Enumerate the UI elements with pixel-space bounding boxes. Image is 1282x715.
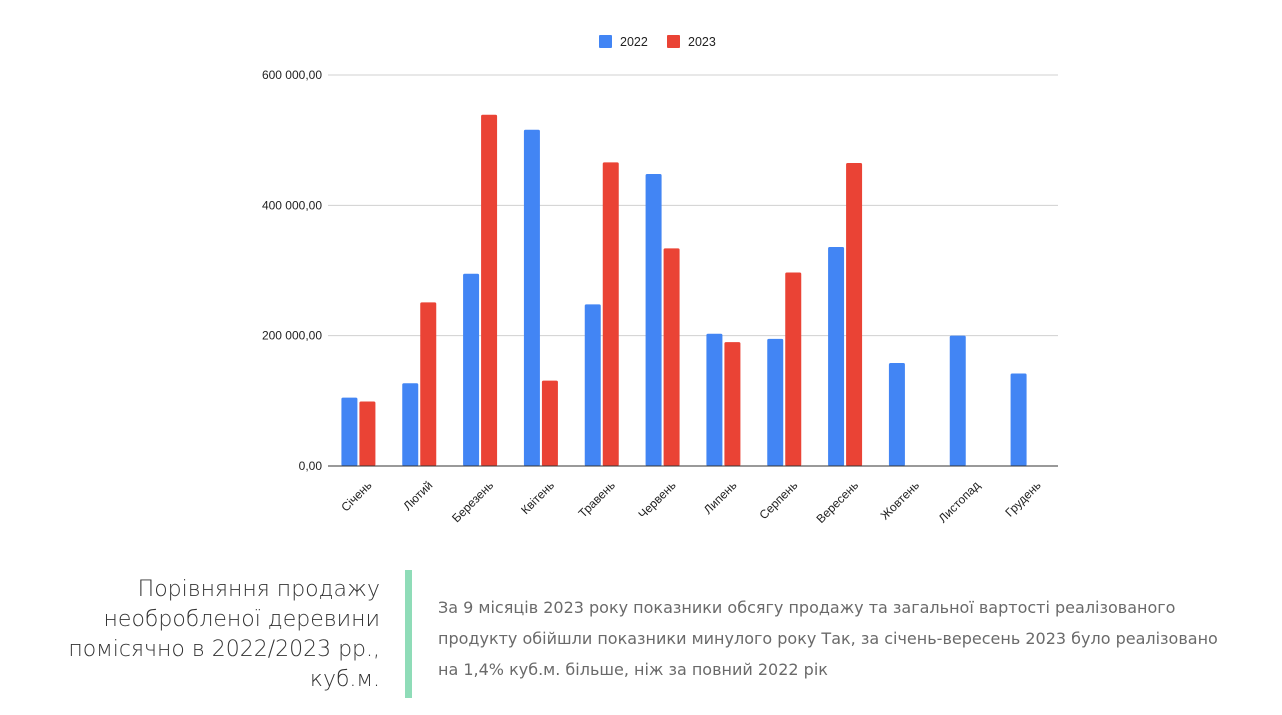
x-tick-label: Січень <box>338 478 374 514</box>
chart-caption-title: Порівняння продажу необробленої деревини… <box>68 577 380 692</box>
x-tick-label: Лютий <box>400 478 435 513</box>
bar-2023-1 <box>359 401 376 466</box>
bar-2023-7 <box>724 342 741 466</box>
bar-2022-9 <box>828 247 845 466</box>
x-axis-ticks: Січень Лютий Березень Квітень Травень Червень… <box>338 478 1043 526</box>
x-tick-label: Грудень <box>1002 478 1043 519</box>
bar-2022-10 <box>888 363 905 466</box>
bar-2022-4 <box>523 129 540 467</box>
x-tick-label: Травень <box>576 478 618 520</box>
x-tick-label: Жовтень <box>878 478 922 522</box>
y-tick-label: 600 000,00 <box>262 68 322 82</box>
x-tick-label: Квітень <box>518 478 557 517</box>
bar-2023-3 <box>481 114 498 467</box>
legend-swatch-2023 <box>667 35 680 48</box>
bar-2022-3 <box>463 273 480 466</box>
y-tick-label: 400 000,00 <box>262 198 322 212</box>
bar-2022-12 <box>1010 373 1027 466</box>
bar-2022-11 <box>949 335 966 466</box>
x-tick-label: Червень <box>635 478 678 521</box>
x-tick-label: Липень <box>701 478 740 517</box>
bar-2022-7 <box>706 333 723 466</box>
bar-2022-1 <box>341 397 358 466</box>
chart-bars <box>341 114 1027 467</box>
bar-2023-5 <box>602 162 619 466</box>
bar-2023-9 <box>846 162 863 466</box>
bar-2022-6 <box>645 174 662 466</box>
bar-2023-8 <box>785 272 802 466</box>
bar-2022-2 <box>402 383 419 466</box>
x-tick-label: Листопад <box>936 478 983 525</box>
legend-label-2022: 2022 <box>620 35 648 49</box>
y-tick-label: 0,00 <box>299 459 323 473</box>
x-tick-label: Серпень <box>756 478 800 522</box>
y-axis-ticks: 0,00 200 000,00 400 000,00 600 000,00 <box>262 68 322 473</box>
bar-2022-8 <box>767 338 784 466</box>
bar-chart: 2022 2023 0,00 200 000,00 400 000,00 600 000… <box>262 35 1058 526</box>
chart-legend: 2022 2023 <box>599 35 716 49</box>
bar-2023-2 <box>420 302 437 466</box>
legend-label-2023: 2023 <box>688 35 716 49</box>
x-tick-label: Березень <box>449 478 496 525</box>
chart-description: За 9 місяців 2023 року показники обсягу … <box>438 598 1218 679</box>
chart-gridlines <box>328 74 1058 337</box>
legend-swatch-2022 <box>599 35 612 48</box>
bar-2022-5 <box>584 304 601 466</box>
bar-2023-4 <box>541 380 558 466</box>
bar-2023-6 <box>663 248 680 466</box>
y-tick-label: 200 000,00 <box>262 329 322 343</box>
x-tick-label: Вересень <box>813 478 861 526</box>
caption-divider <box>405 570 412 698</box>
